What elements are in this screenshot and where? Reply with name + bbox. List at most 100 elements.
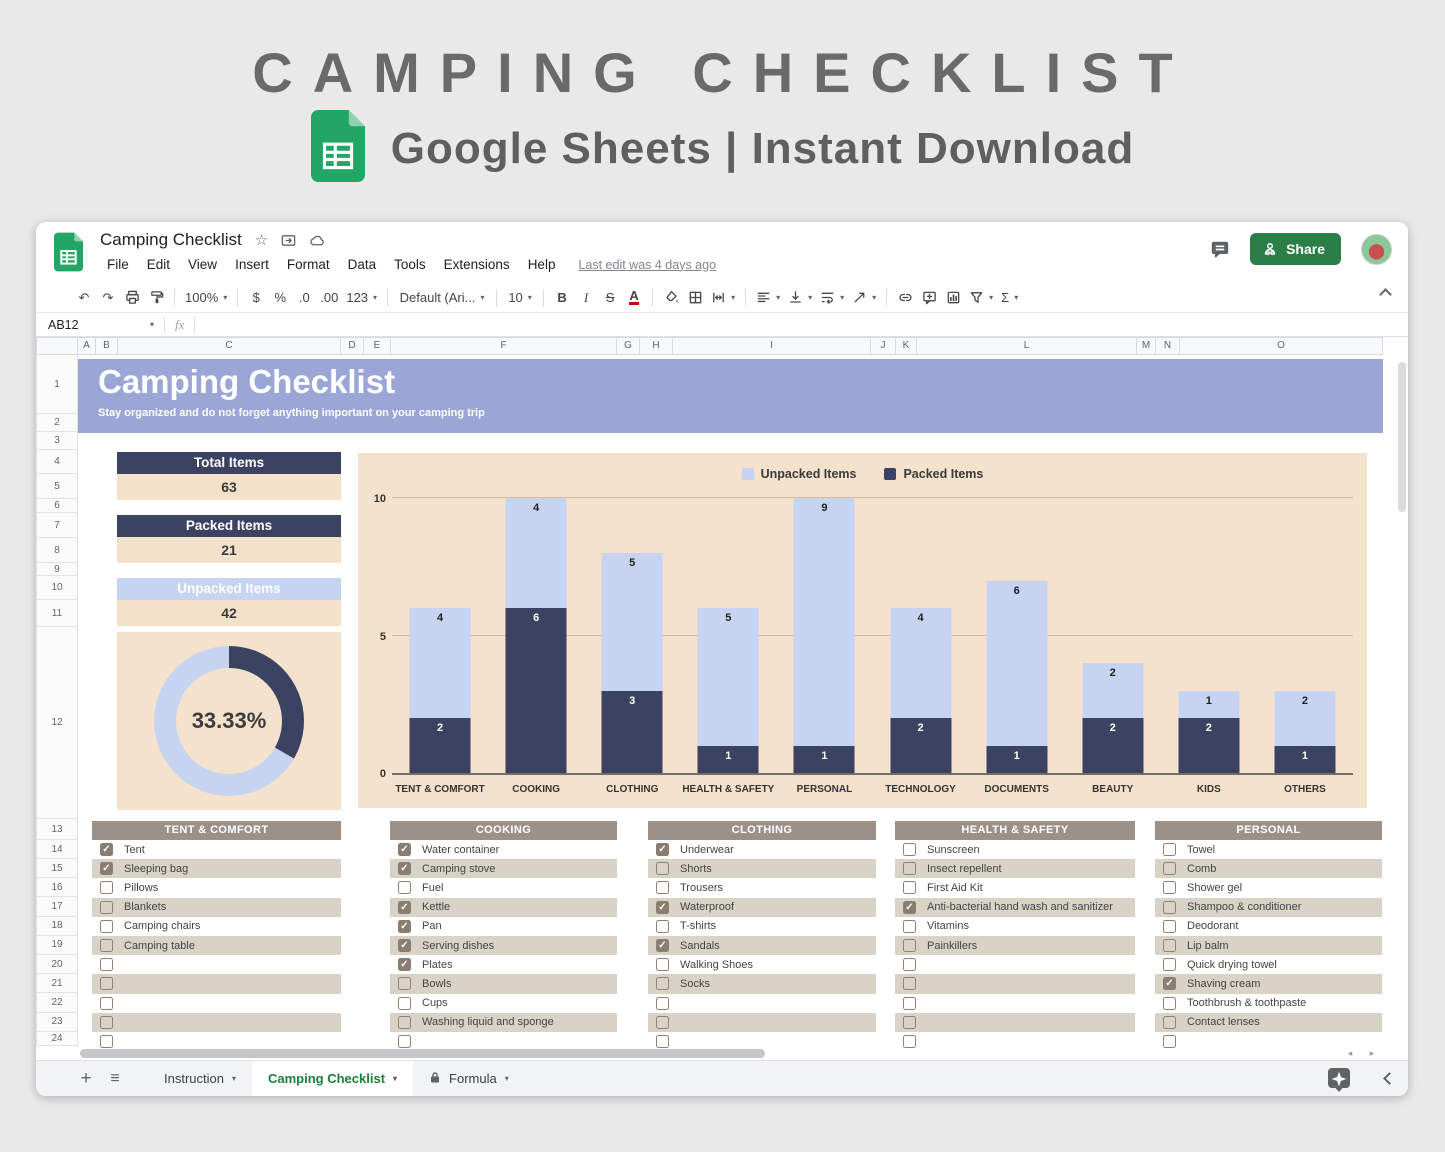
print-button[interactable] [120,286,144,310]
menu-file[interactable]: File [107,257,129,272]
format-percent-button[interactable]: % [274,290,287,305]
star-icon[interactable]: ☆ [254,231,269,249]
column-header-C[interactable]: C [118,337,341,355]
checkbox-checked-icon[interactable]: ✓ [100,843,113,857]
row-header-5[interactable]: 5 [36,474,78,499]
checkbox-checked-icon[interactable]: ✓ [398,939,411,953]
sheet-tab-caret-icon[interactable]: ▾ [504,1074,509,1083]
checkbox-unchecked-icon[interactable] [903,1015,916,1029]
strikethrough-button[interactable]: S [605,290,615,305]
checkbox-unchecked-icon[interactable] [903,977,916,991]
checkbox-checked-icon[interactable]: ✓ [398,919,411,933]
checkbox-unchecked-icon[interactable] [398,1034,411,1048]
row-header-16[interactable]: 16 [36,878,78,898]
move-folder-icon[interactable] [281,233,296,248]
row-header-22[interactable]: 22 [36,993,78,1013]
checkbox-unchecked-icon[interactable] [100,919,113,933]
menu-insert[interactable]: Insert [235,257,269,272]
checkbox-unchecked-icon[interactable] [100,1015,113,1029]
checkbox-unchecked-icon[interactable] [1163,881,1176,895]
row-header-8[interactable]: 8 [36,538,78,563]
checkbox-unchecked-icon[interactable] [398,881,411,895]
share-button[interactable]: Share [1250,233,1341,265]
column-header-G[interactable]: G [617,337,640,355]
row-header-20[interactable]: 20 [36,954,78,975]
cloud-status-icon[interactable] [309,233,325,248]
increase-decimals-button[interactable]: .00 [320,290,339,305]
italic-button[interactable]: I [583,289,589,305]
row-header-24[interactable]: 24 [36,1031,78,1046]
sheets-logo-icon[interactable] [54,232,83,277]
sheet-tab-camping-checklist[interactable]: Camping Checklist ▾ [252,1061,414,1096]
checkbox-unchecked-icon[interactable] [903,843,916,857]
column-header-O[interactable]: O [1180,337,1383,355]
text-wrap-dropdown[interactable]: ▾ [816,286,848,310]
vertical-align-dropdown[interactable]: ▾ [784,286,816,310]
insert-comment-button[interactable] [917,286,941,310]
checkbox-unchecked-icon[interactable] [1163,996,1176,1010]
sheet-tab-formula[interactable]: Formula ▾ [413,1061,525,1096]
font-size-dropdown[interactable]: 10 ▾ [508,290,532,305]
checkbox-unchecked-icon[interactable] [1163,1015,1176,1029]
row-header-2[interactable]: 2 [36,414,78,432]
column-header-M[interactable]: M [1137,337,1156,355]
insert-chart-button[interactable] [941,286,965,310]
create-filter-dropdown[interactable]: ▾ [965,286,997,310]
row-header-19[interactable]: 19 [36,935,78,955]
checkbox-checked-icon[interactable]: ✓ [1163,977,1176,991]
checkbox-unchecked-icon[interactable] [656,1015,669,1029]
column-header-K[interactable]: K [896,337,917,355]
checkbox-unchecked-icon[interactable] [100,996,113,1010]
insert-link-button[interactable] [893,286,917,310]
menu-help[interactable]: Help [527,257,556,272]
checkbox-unchecked-icon[interactable] [100,1034,113,1048]
checkbox-unchecked-icon[interactable] [656,977,669,991]
font-dropdown[interactable]: Default (Ari... ▾ [399,290,485,305]
row-header-21[interactable]: 21 [36,974,78,994]
column-header-H[interactable]: H [640,337,673,355]
horizontal-scrollbar[interactable] [80,1049,765,1058]
row-header-12[interactable]: 12 [36,627,78,819]
bold-button[interactable]: B [557,290,567,305]
checkbox-unchecked-icon[interactable] [903,881,916,895]
checkbox-checked-icon[interactable]: ✓ [398,862,411,876]
checkbox-unchecked-icon[interactable] [903,862,916,876]
row-header-1[interactable]: 1 [36,355,78,414]
functions-dropdown[interactable]: Σ ▾ [1001,290,1019,305]
zoom-dropdown[interactable]: 100% ▾ [185,290,228,305]
checkbox-unchecked-icon[interactable] [656,996,669,1010]
checkbox-unchecked-icon[interactable] [1163,862,1176,876]
row-header-17[interactable]: 17 [36,897,78,917]
checkbox-unchecked-icon[interactable] [100,881,113,895]
redo-button[interactable]: ↷ [102,289,114,305]
checkbox-unchecked-icon[interactable] [100,958,113,972]
column-header-E[interactable]: E [364,337,391,355]
checkbox-unchecked-icon[interactable] [903,958,916,972]
checkbox-unchecked-icon[interactable] [903,1034,916,1048]
row-header-7[interactable]: 7 [36,513,78,538]
sheet-tab-caret-icon[interactable]: ▾ [231,1074,236,1083]
hide-panel-chevron-icon[interactable] [1383,1072,1396,1085]
checkbox-unchecked-icon[interactable] [1163,939,1176,953]
sheet-tab-caret-icon[interactable]: ▾ [393,1074,398,1083]
checkbox-checked-icon[interactable]: ✓ [656,843,669,857]
checkbox-unchecked-icon[interactable] [100,900,113,914]
column-header-D[interactable]: D [341,337,364,355]
checkbox-unchecked-icon[interactable] [1163,900,1176,914]
row-header-14[interactable]: 14 [36,840,78,859]
row-header-18[interactable]: 18 [36,916,78,936]
checkbox-unchecked-icon[interactable] [100,939,113,953]
fill-color-button[interactable] [659,286,683,310]
checkbox-unchecked-icon[interactable] [100,977,113,991]
menu-data[interactable]: Data [347,257,377,272]
checkbox-checked-icon[interactable]: ✓ [100,862,113,876]
number-format-dropdown[interactable]: 123 ▾ [346,290,378,305]
sheet-tab-instruction[interactable]: Instruction ▾ [148,1061,252,1096]
row-header-23[interactable]: 23 [36,1012,78,1032]
comment-history-icon[interactable] [1210,240,1230,259]
text-color-button[interactable]: A [629,288,639,305]
merge-cells-dropdown[interactable]: ▾ [707,286,739,310]
all-sheets-icon[interactable]: ≡ [110,1069,120,1087]
checkbox-unchecked-icon[interactable] [903,919,916,933]
vertical-scrollbar[interactable] [1398,362,1406,512]
